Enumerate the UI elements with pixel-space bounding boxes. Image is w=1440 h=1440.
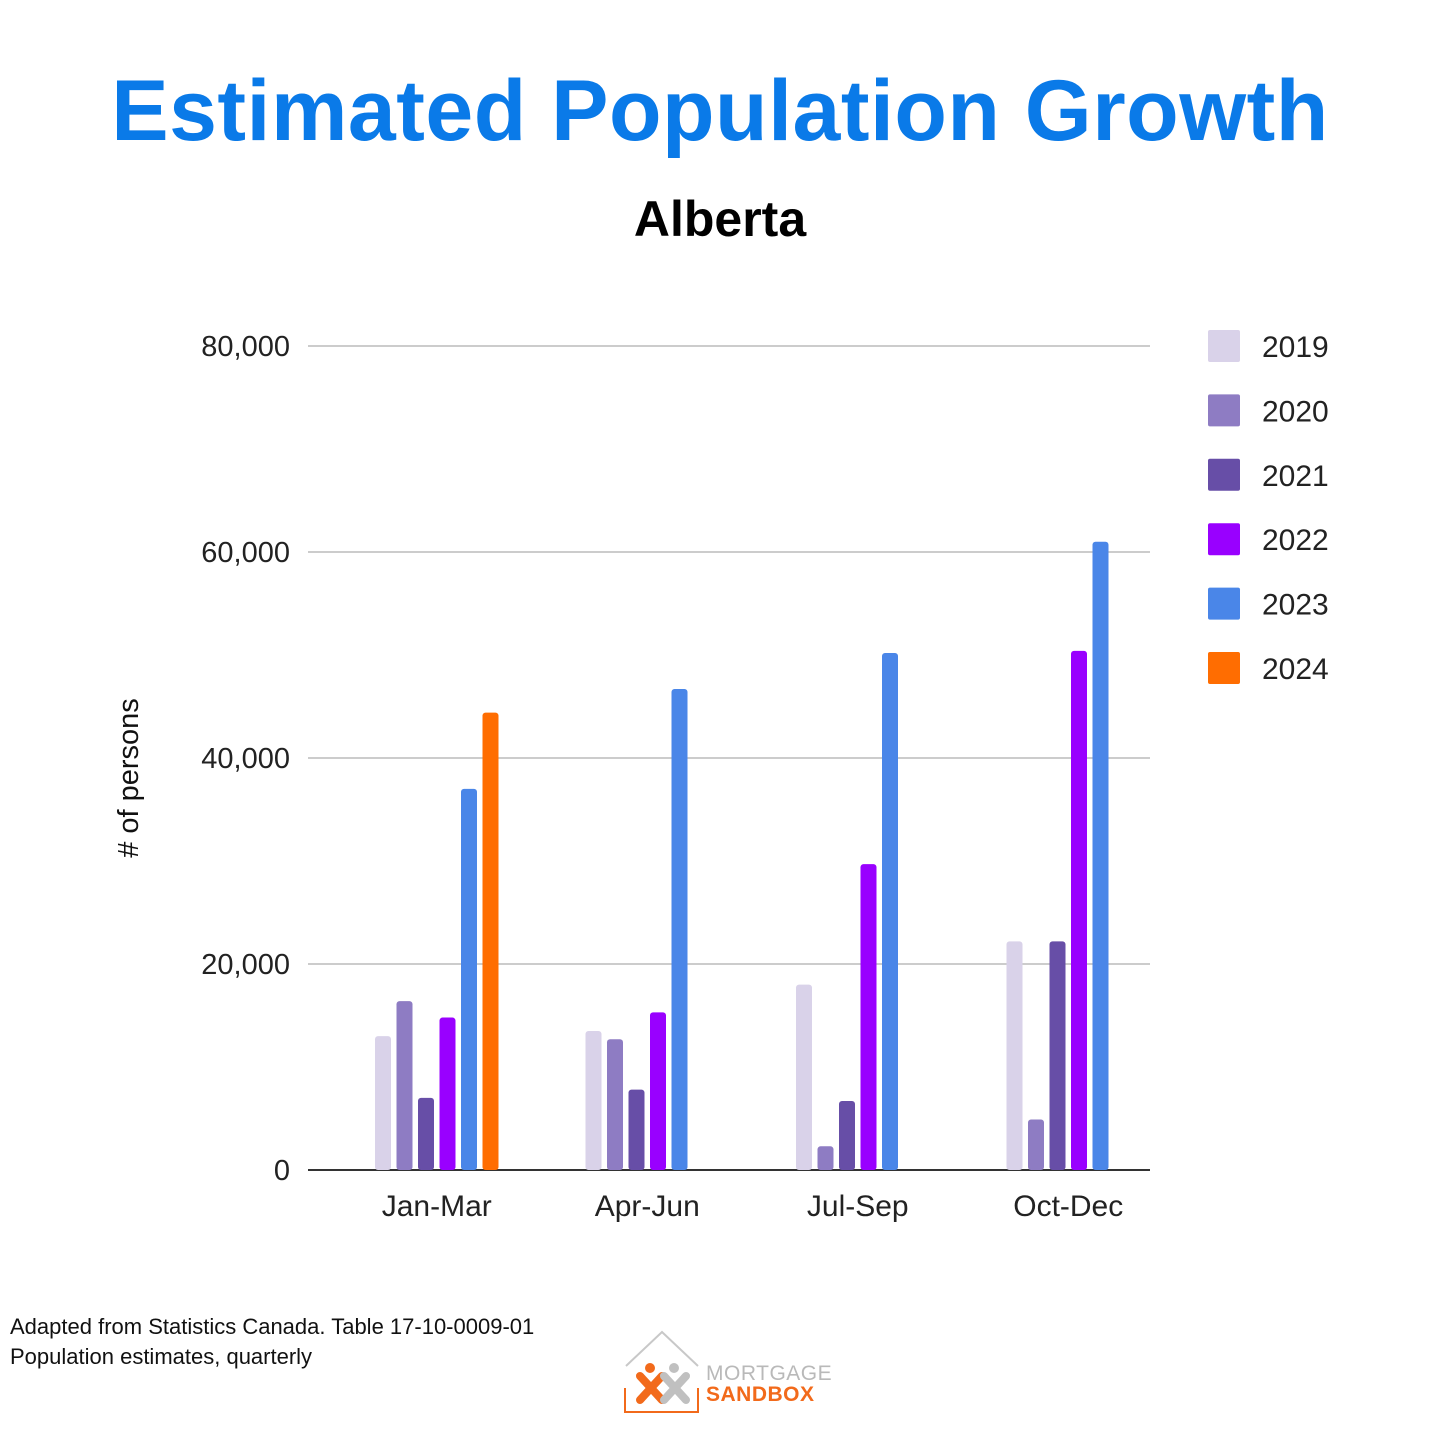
logo-text-mortgage: MORTGAGE xyxy=(706,1362,833,1385)
logo-text-sandbox: SANDBOX xyxy=(706,1383,815,1406)
y-tick-label: 40,000 xyxy=(201,743,290,775)
legend-swatch-2022 xyxy=(1208,523,1240,556)
mortgage-sandbox-logo: MORTGAGE SANDBOX xyxy=(620,1328,833,1418)
bar-2020-Oct-Dec xyxy=(1028,1119,1044,1170)
legend-label: 2022 xyxy=(1262,524,1329,557)
bar-2022-Apr-Jun xyxy=(650,1012,666,1170)
bar-2020-Jan-Mar xyxy=(396,1001,413,1170)
y-tick-label: 80,000 xyxy=(201,331,290,363)
y-tick-label: 60,000 xyxy=(201,537,290,569)
y-tick-label: 20,000 xyxy=(201,949,290,981)
chart-subtitle: Alberta xyxy=(633,191,807,247)
bar-2021-Jul-Sep xyxy=(839,1100,855,1170)
house-logo-icon xyxy=(624,1330,699,1413)
chart-title: Estimated Population Growth xyxy=(111,63,1329,159)
bar-2022-Jan-Mar xyxy=(439,1017,456,1170)
x-tick-label: Jul-Sep xyxy=(807,1190,909,1223)
x-tick-label: Jan-Mar xyxy=(382,1190,492,1223)
legend-label: 2024 xyxy=(1262,653,1329,686)
y-tick-label: 0 xyxy=(274,1155,290,1187)
bar-2021-Oct-Dec xyxy=(1049,941,1066,1170)
bar-2020-Jul-Sep xyxy=(817,1146,834,1170)
source-note: Adapted from Statistics Canada. Table 17… xyxy=(10,1312,534,1372)
y-axis-label: # of persons xyxy=(113,698,145,858)
bar-2020-Apr-Jun xyxy=(607,1039,623,1170)
source-line-2: Population estimates, quarterly xyxy=(10,1344,313,1369)
legend-label: 2023 xyxy=(1262,589,1329,622)
bar-2019-Oct-Dec xyxy=(1006,941,1023,1170)
legend-swatch-2021 xyxy=(1208,458,1240,491)
bar-2019-Jan-Mar xyxy=(375,1036,391,1170)
bar-2023-Apr-Jun xyxy=(671,688,688,1170)
legend-label: 2019 xyxy=(1262,331,1329,364)
bar-2021-Apr-Jun xyxy=(628,1089,645,1170)
legend-label: 2021 xyxy=(1262,460,1329,493)
legend-label: 2020 xyxy=(1262,395,1329,428)
source-line-1: Adapted from Statistics Canada. Table 17… xyxy=(10,1314,535,1339)
bar-chart: 0 20,000 40,000 60,000 80,000 # of persons Jan… xyxy=(113,330,1329,1223)
bar-2022-Jul-Sep xyxy=(860,864,877,1170)
bar-2023-Jan-Mar xyxy=(461,788,477,1170)
x-tick-label: Oct-Dec xyxy=(1013,1190,1123,1223)
bar-2023-Jul-Sep xyxy=(882,652,898,1170)
bar-2023-Oct-Dec xyxy=(1092,541,1109,1170)
bar-2022-Oct-Dec xyxy=(1071,650,1087,1170)
legend-swatch-2020 xyxy=(1208,394,1240,427)
bar-2024-Jan-Mar xyxy=(482,712,499,1170)
legend-swatch-2023 xyxy=(1208,587,1240,620)
bar-2019-Apr-Jun xyxy=(585,1030,602,1170)
legend-swatch-2019 xyxy=(1208,330,1240,362)
x-tick-label: Apr-Jun xyxy=(595,1190,700,1223)
legend-swatch-2024 xyxy=(1208,652,1240,684)
bar-2021-Jan-Mar xyxy=(418,1097,434,1170)
bar-2019-Jul-Sep xyxy=(796,984,812,1170)
